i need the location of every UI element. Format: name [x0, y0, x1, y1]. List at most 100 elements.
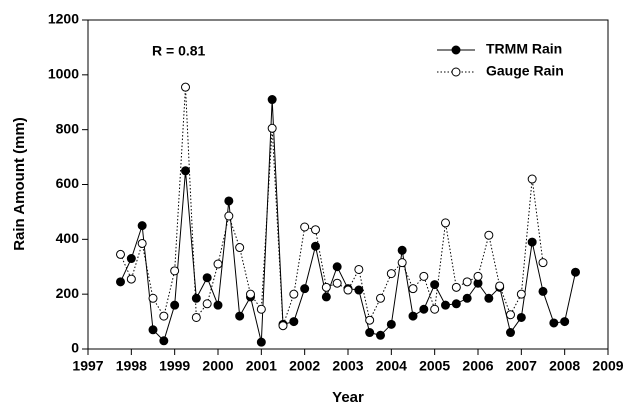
data-point	[506, 310, 515, 320]
data-point	[441, 218, 450, 228]
y-tick-label: 600	[56, 175, 80, 191]
data-point	[224, 211, 234, 221]
x-tick-label: 2007	[506, 358, 537, 374]
data-point	[419, 271, 429, 281]
data-point	[202, 273, 212, 283]
data-point	[311, 241, 320, 251]
data-point	[300, 222, 310, 232]
x-tick-label: 2009	[592, 358, 623, 374]
data-point	[159, 311, 169, 321]
data-point	[473, 271, 483, 281]
data-point	[408, 311, 418, 321]
x-tick-label: 1997	[72, 358, 103, 374]
data-point	[365, 328, 375, 338]
legend-label: Gauge Rain	[486, 63, 564, 79]
x-tick-label: 2008	[549, 358, 580, 374]
y-axis-label: Rain Amount (mm)	[11, 117, 28, 251]
data-point	[376, 330, 385, 340]
data-point	[267, 123, 277, 133]
data-point	[397, 245, 407, 255]
x-tick-label: 2003	[332, 358, 363, 374]
data-point	[495, 281, 505, 291]
data-point	[181, 166, 190, 176]
data-point	[202, 299, 212, 309]
data-point	[116, 249, 125, 259]
data-point	[430, 304, 440, 314]
x-axis-label: Year	[332, 389, 364, 406]
data-point	[386, 269, 396, 279]
data-point	[516, 289, 526, 299]
data-point	[462, 293, 472, 303]
x-tick-label: 1999	[159, 358, 190, 374]
data-point	[224, 196, 234, 206]
y-tick-label: 400	[56, 230, 80, 246]
data-point	[159, 336, 169, 346]
data-point	[506, 328, 515, 338]
data-point	[191, 293, 201, 303]
data-point	[343, 285, 353, 295]
data-point	[527, 237, 537, 247]
annotation: R = 0.81	[152, 43, 206, 59]
data-point	[430, 280, 440, 290]
data-point	[397, 258, 407, 268]
data-point	[181, 82, 190, 92]
data-point	[321, 292, 331, 302]
data-point	[289, 317, 299, 327]
y-tick-label: 200	[56, 285, 80, 301]
data-point	[278, 321, 288, 331]
data-point	[148, 293, 158, 303]
data-point	[451, 282, 461, 292]
data-point	[213, 300, 223, 310]
data-point	[484, 293, 494, 303]
x-tick-label: 2005	[419, 358, 450, 374]
data-point	[170, 300, 180, 310]
data-point	[441, 300, 450, 310]
data-point	[462, 277, 472, 287]
data-point	[300, 284, 310, 294]
data-point	[246, 289, 255, 299]
series-line	[120, 87, 544, 326]
x-tick-label: 1998	[116, 358, 147, 374]
data-point	[354, 264, 364, 274]
data-point	[311, 225, 320, 235]
data-point	[289, 289, 299, 299]
data-point	[386, 319, 396, 329]
data-point	[137, 221, 147, 231]
data-point	[148, 325, 158, 335]
data-point	[256, 304, 266, 314]
y-tick-label: 1200	[48, 11, 79, 27]
y-tick-label: 1000	[48, 66, 79, 82]
legend-marker	[451, 67, 461, 77]
data-point	[235, 243, 245, 253]
data-point	[365, 315, 375, 325]
data-point	[267, 95, 277, 105]
x-tick-label: 2004	[376, 358, 407, 374]
data-point	[126, 274, 136, 284]
data-point	[332, 262, 342, 272]
data-point	[321, 282, 331, 292]
data-point	[538, 258, 548, 268]
x-tick-label: 2006	[462, 358, 493, 374]
data-point	[126, 254, 136, 264]
data-point	[571, 267, 580, 277]
data-point	[376, 293, 385, 303]
data-point	[484, 230, 494, 240]
data-point	[354, 285, 364, 295]
data-point	[213, 259, 223, 269]
legend-label: TRMM Rain	[486, 41, 562, 57]
data-point	[408, 284, 418, 294]
y-tick-label: 800	[56, 120, 80, 136]
data-point	[256, 337, 266, 347]
legend-marker	[451, 45, 461, 55]
data-point	[538, 286, 548, 296]
data-point	[332, 278, 342, 288]
data-point	[560, 317, 570, 327]
data-point	[419, 304, 429, 314]
data-point	[451, 299, 461, 309]
y-tick-label: 0	[71, 340, 79, 356]
x-tick-label: 2002	[289, 358, 320, 374]
x-tick-label: 2001	[246, 358, 277, 374]
x-tick-label: 2000	[202, 358, 233, 374]
data-point	[235, 311, 245, 321]
